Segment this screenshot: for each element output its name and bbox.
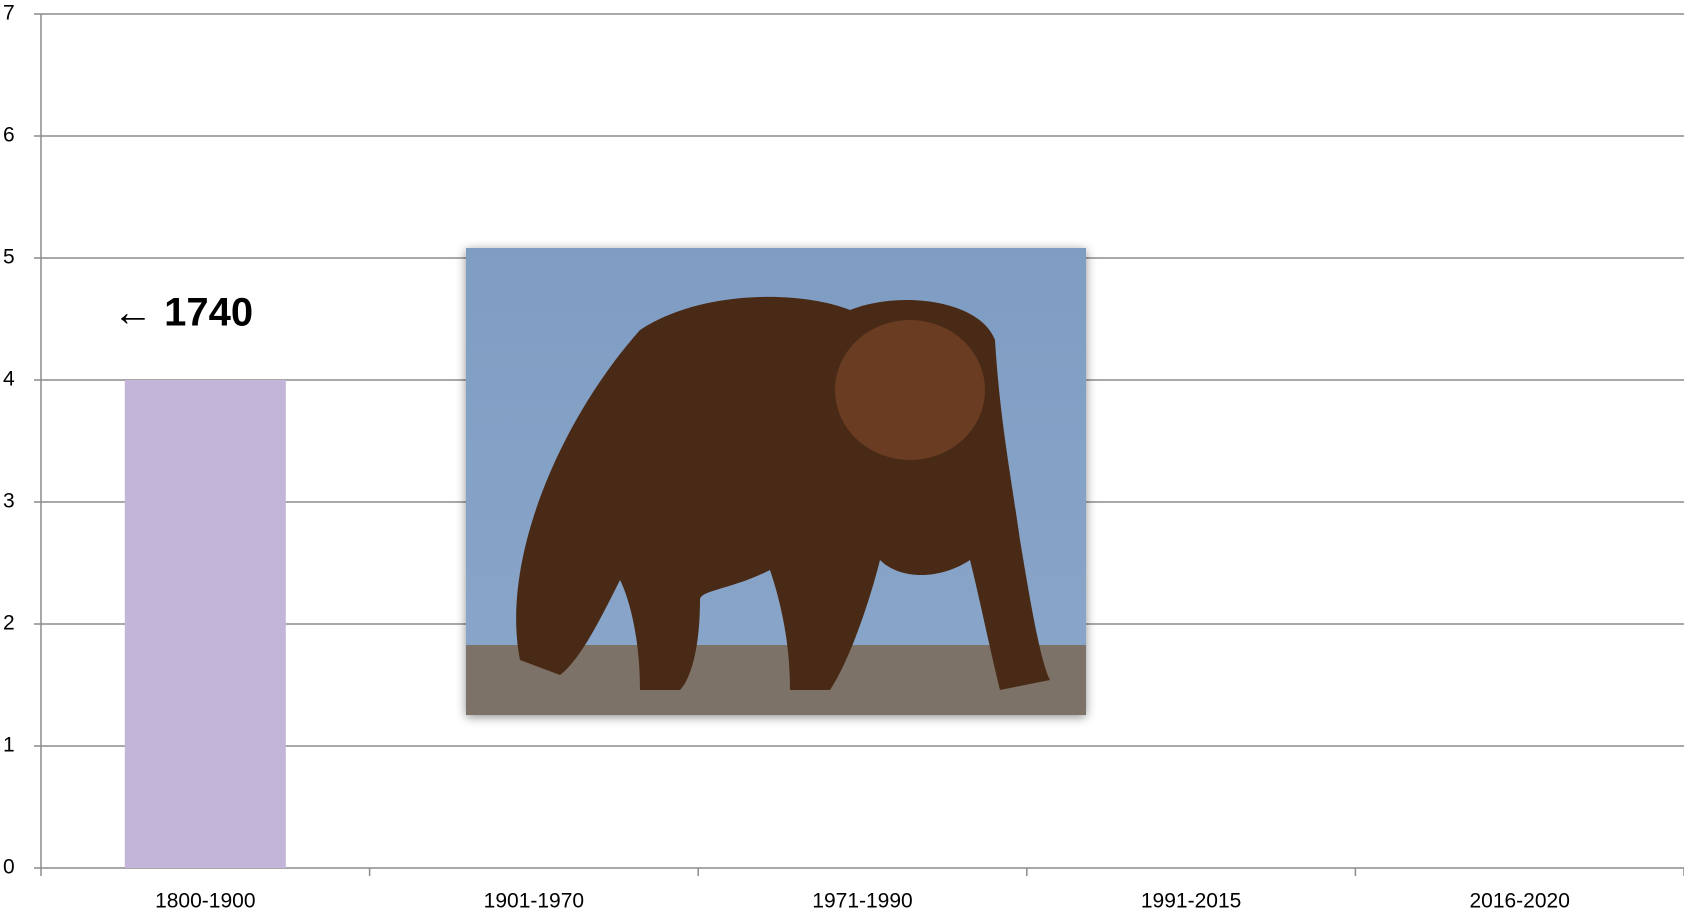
photo-bear-head xyxy=(835,320,985,460)
annotation: ← 1740 xyxy=(113,291,253,335)
x-tick-label: 1800-1900 xyxy=(155,890,255,913)
y-tick-label: 3 xyxy=(3,490,15,513)
y-tick-label: 2 xyxy=(3,612,15,635)
x-tick-label: 1971-1990 xyxy=(812,890,912,913)
y-tick-label: 1 xyxy=(3,734,15,757)
x-tick-label: 2016-2020 xyxy=(1469,890,1569,913)
photo xyxy=(466,248,1086,715)
x-tick-label: 1901-1970 xyxy=(484,890,584,913)
y-tick-label: 4 xyxy=(3,368,15,391)
y-tick-label: 6 xyxy=(3,124,15,147)
bar xyxy=(124,380,286,868)
plot: 0 1 2 3 4 5 6 7 1800-1900 1901-1970 1971-1990 1991-… xyxy=(3,2,1684,913)
x-tick-label: 1991-2015 xyxy=(1141,890,1241,913)
y-tick-label: 5 xyxy=(3,246,15,269)
y-tick-label: 7 xyxy=(3,2,15,25)
y-tick-label: 0 xyxy=(3,856,15,879)
